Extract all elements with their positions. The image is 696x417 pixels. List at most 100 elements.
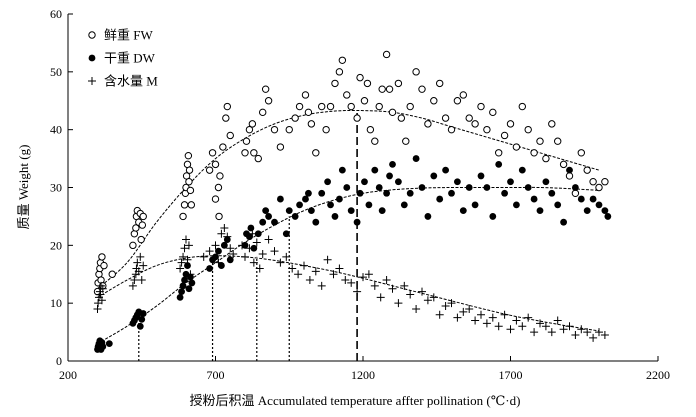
data-point <box>583 166 591 174</box>
data-point <box>317 281 326 290</box>
data-point <box>250 149 258 157</box>
data-point <box>341 276 350 285</box>
data-point <box>184 151 193 160</box>
x-tick-label: 1200 <box>351 368 375 382</box>
data-point <box>370 281 379 290</box>
data-point <box>323 255 332 264</box>
data-point <box>524 184 532 191</box>
data-point <box>241 149 249 157</box>
data-point <box>512 316 521 325</box>
data-point <box>363 79 372 88</box>
data-point <box>500 131 509 140</box>
data-point <box>302 195 309 203</box>
data-point <box>336 195 343 203</box>
y-tick-label: 0 <box>56 354 62 368</box>
data-point <box>347 207 355 215</box>
data-point <box>187 201 196 209</box>
data-point <box>98 284 107 293</box>
data-point <box>412 68 420 76</box>
data-point <box>343 184 351 191</box>
data-point <box>459 91 467 99</box>
data-point <box>424 120 432 128</box>
data-point <box>219 143 227 151</box>
data-point <box>356 73 364 82</box>
data-point <box>288 264 297 273</box>
data-point <box>536 137 544 145</box>
data-point <box>177 258 186 267</box>
data-point <box>383 189 390 197</box>
data-point <box>483 184 491 191</box>
data-point <box>571 330 580 339</box>
data-point <box>541 322 550 331</box>
data-point <box>258 250 267 259</box>
data-point <box>307 120 316 128</box>
fit-curves <box>97 109 600 345</box>
data-point <box>179 252 188 261</box>
data-point <box>382 50 391 59</box>
data-point <box>548 120 556 128</box>
data-point <box>406 290 415 299</box>
data-point <box>282 230 290 238</box>
data-point <box>252 238 261 247</box>
data-point <box>97 296 106 305</box>
data-point <box>471 120 479 128</box>
data-point <box>335 68 344 76</box>
data-point <box>406 102 414 111</box>
data-point <box>255 264 264 273</box>
data-point <box>300 261 308 270</box>
data-point <box>536 319 544 328</box>
data-point <box>589 333 598 342</box>
data-point <box>506 325 515 334</box>
data-point <box>282 252 291 261</box>
data-point <box>402 137 410 145</box>
data-point <box>382 276 391 285</box>
data-point <box>245 244 254 253</box>
data-point <box>312 218 320 226</box>
y-axis-title: 质量 Weight (g) <box>16 145 31 230</box>
data-point <box>530 328 539 337</box>
data-point <box>365 201 373 209</box>
data-point <box>589 195 597 203</box>
data-point <box>270 247 279 256</box>
y-tick-label: 50 <box>50 65 62 79</box>
data-point <box>436 79 444 88</box>
data-point <box>436 195 444 203</box>
data-point <box>180 201 189 209</box>
data-point <box>530 195 538 203</box>
data-point <box>98 253 106 261</box>
data-point <box>229 250 238 259</box>
data-point <box>418 85 426 93</box>
data-point <box>338 56 347 64</box>
data-point <box>530 149 538 157</box>
data-point <box>347 278 356 287</box>
data-point <box>318 189 326 197</box>
data-point <box>477 310 485 319</box>
data-point <box>388 284 397 293</box>
data-point <box>335 264 344 273</box>
data-point <box>371 166 379 174</box>
data-point <box>595 201 603 209</box>
data-point <box>542 178 550 186</box>
data-point <box>220 223 229 232</box>
plot-axes <box>67 14 658 362</box>
data-point <box>182 235 190 244</box>
data-point <box>216 172 224 180</box>
data-point <box>259 108 267 117</box>
data-point <box>565 172 574 180</box>
data-point <box>188 279 196 287</box>
legend-marker <box>88 31 96 39</box>
data-point <box>566 166 573 174</box>
data-point <box>96 290 105 299</box>
data-point <box>465 114 473 122</box>
data-point <box>211 160 220 169</box>
data-point <box>595 328 603 337</box>
data-point <box>441 302 450 311</box>
data-point <box>305 276 314 285</box>
x-tick-label: 200 <box>59 368 77 382</box>
y-tick-label: 20 <box>50 238 62 252</box>
data-point <box>395 178 402 186</box>
data-point <box>222 114 230 122</box>
data-point <box>211 195 220 203</box>
y-tick-label: 60 <box>50 7 62 21</box>
data-point <box>518 322 527 331</box>
